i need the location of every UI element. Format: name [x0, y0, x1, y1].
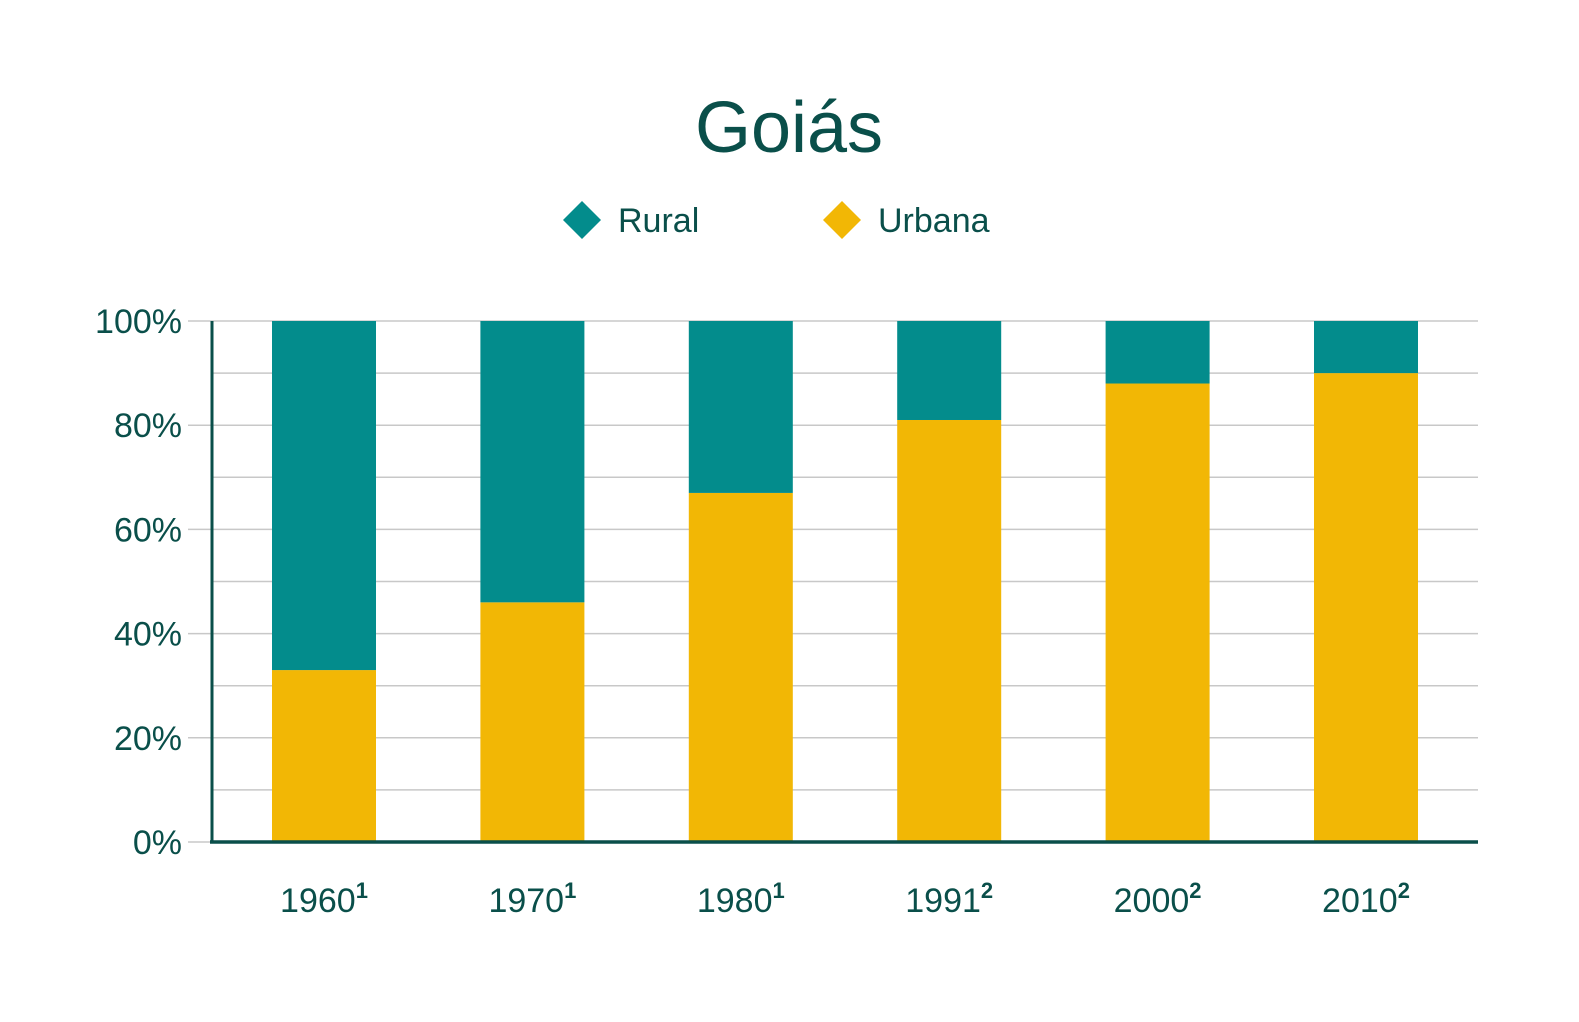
y-tick-label: 80%: [114, 407, 182, 445]
bar-urbana-1970: [480, 602, 585, 842]
legend-swatch-rural: [563, 201, 601, 239]
bar-urbana-1991: [897, 419, 1002, 842]
axes: [210, 321, 1478, 844]
y-tick-label: 40%: [114, 616, 182, 654]
bar-urbana-1960: [272, 670, 376, 842]
bars: [272, 321, 1418, 842]
legend-label-rural: Rural: [618, 202, 699, 240]
y-tick-label: 100%: [95, 303, 182, 341]
legend-item-urbana: Urbana: [823, 201, 990, 240]
y-axis-ticks: 0% 20% 40% 60% 80% 100%: [95, 303, 182, 862]
bar-urbana-2000: [1105, 383, 1210, 842]
x-tick-label: 19701: [488, 878, 576, 920]
grid: [188, 320, 1478, 843]
legend-label-urbana: Urbana: [878, 202, 990, 240]
x-tick-label: 20002: [1114, 878, 1202, 920]
bar-urbana-1980: [688, 492, 793, 842]
bar-rural-1991: [897, 321, 1002, 420]
x-tick-label: 19601: [280, 878, 368, 920]
x-tick-label: 19801: [697, 878, 785, 920]
bar-rural-2010: [1314, 321, 1418, 374]
x-tick-label: 20102: [1322, 878, 1410, 920]
chart-title: Goiás: [695, 88, 883, 168]
x-axis-ticks: 19601 19701 19801 19912 20002 20102: [280, 878, 1410, 920]
legend-swatch-urbana: [823, 201, 861, 239]
bar-rural-2000: [1105, 321, 1210, 384]
bar-rural-1980: [688, 321, 793, 493]
x-tick-label: 19912: [905, 878, 993, 920]
y-tick-label: 60%: [114, 511, 182, 549]
y-tick-label: 20%: [114, 720, 182, 758]
bar-rural-1970: [480, 321, 585, 603]
bar-urbana-2010: [1314, 373, 1418, 842]
y-tick-label: 0%: [133, 824, 182, 862]
legend-item-rural: Rural: [563, 201, 699, 240]
bar-rural-1960: [272, 321, 376, 671]
legend: Rural Urbana: [563, 201, 990, 240]
